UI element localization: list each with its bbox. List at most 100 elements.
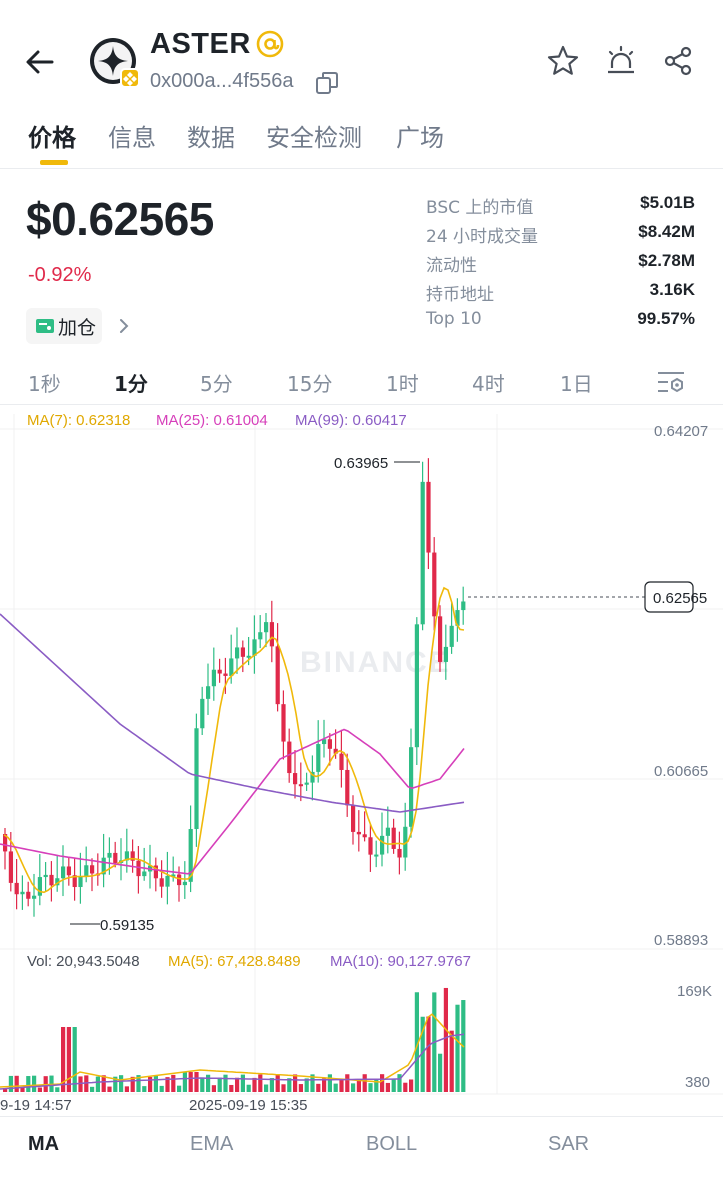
candle-body	[362, 834, 367, 838]
interval-15m[interactable]: 15分	[287, 372, 333, 396]
ma7-line	[3, 586, 465, 894]
stat-label-volume: 24 小时成交量	[426, 227, 539, 247]
candle-body	[8, 851, 13, 883]
volume-bar	[20, 1087, 25, 1092]
candle-body	[269, 622, 274, 647]
stat-label-liquidity: 流动性	[426, 256, 477, 276]
interval-1h[interactable]: 1时	[386, 372, 419, 396]
indicator-ema[interactable]: EMA	[190, 1133, 234, 1155]
current-price-label: 0.62565	[653, 590, 707, 607]
candle-body	[153, 865, 158, 879]
candle-body	[107, 852, 112, 858]
chart-settings-icon[interactable]	[656, 368, 686, 396]
candle-body	[61, 866, 66, 879]
candle-body	[391, 827, 396, 849]
volume-bar	[107, 1086, 112, 1092]
volume-bars	[3, 987, 466, 1092]
volume-bar	[148, 1076, 153, 1092]
candle-body	[420, 481, 425, 625]
candle-body	[380, 835, 385, 855]
candle-body	[124, 851, 129, 861]
legend-vol-ma10: MA(10): 90,127.9767	[330, 953, 471, 970]
candle-body	[136, 860, 141, 877]
star-icon[interactable]	[546, 44, 580, 78]
volume-bar	[304, 1078, 309, 1092]
add-position-label: 加仓	[58, 317, 97, 339]
volume-bar	[32, 1075, 37, 1092]
candle-body	[438, 616, 443, 662]
tab-info[interactable]: 信息	[108, 124, 156, 152]
volume-bar	[119, 1075, 124, 1092]
current-price: $0.62565	[26, 193, 214, 245]
stat-value-liquidity: $2.78M	[638, 251, 695, 270]
y-axis-label-mid: 0.60665	[654, 763, 708, 780]
candle-body	[229, 658, 234, 676]
volume-bar	[264, 1084, 269, 1092]
tab-security[interactable]: 安全检测	[266, 124, 362, 152]
candle-body	[339, 753, 344, 770]
legend-ma99: MA(99): 0.60417	[295, 412, 407, 429]
volume-bar	[165, 1077, 170, 1092]
tab-data[interactable]: 数据	[187, 124, 235, 152]
mention-icon[interactable]	[256, 30, 284, 58]
interval-4h[interactable]: 4时	[472, 372, 505, 396]
volume-bar	[200, 1077, 205, 1092]
volume-bar	[8, 1075, 13, 1092]
volume-bar	[322, 1078, 327, 1092]
candle-body	[55, 878, 60, 886]
candle-body	[200, 698, 205, 729]
candle-body	[368, 837, 373, 855]
interval-1m[interactable]: 1分	[114, 372, 148, 396]
indicator-ma[interactable]: MA	[28, 1133, 60, 1155]
volume-bar	[298, 1084, 303, 1092]
volume-bar	[159, 1085, 164, 1092]
candle-body	[235, 647, 240, 659]
volume-bar	[72, 1027, 77, 1092]
tab-price[interactable]: 价格	[28, 124, 76, 152]
add-position-button[interactable]: 加仓	[26, 308, 102, 344]
interval-1d[interactable]: 1日	[560, 372, 593, 396]
copy-icon[interactable]	[314, 70, 340, 96]
candle-body	[177, 874, 182, 886]
price-chart[interactable]: BINANCE 0.64207 0.60665 0.58893 0.62565 …	[0, 404, 723, 1114]
candle-body	[252, 639, 257, 656]
candle-body	[385, 827, 390, 836]
volume-bar	[362, 1074, 367, 1092]
volume-bar	[414, 992, 419, 1092]
contract-address: 0x000a...4f556a	[150, 70, 294, 92]
legend-volume: Vol: 20,943.5048	[27, 953, 140, 970]
candle-body	[281, 704, 286, 742]
chart-watermark: BINANCE	[300, 646, 451, 679]
volume-bar	[258, 1074, 263, 1092]
volume-bar	[455, 1004, 460, 1092]
y-axis-label-top: 0.64207	[654, 423, 708, 440]
interval-1s[interactable]: 1秒	[28, 372, 61, 396]
volume-bar	[281, 1084, 286, 1092]
interval-5m[interactable]: 5分	[200, 372, 233, 396]
volume-bar	[211, 1085, 216, 1092]
stat-value-top10: 99.57%	[637, 309, 695, 328]
candle-body	[322, 739, 327, 745]
chevron-right-icon[interactable]	[114, 312, 134, 340]
candle-body	[374, 854, 379, 857]
candle-body	[49, 874, 54, 886]
volume-bar	[177, 1085, 182, 1092]
share-icon[interactable]	[661, 44, 695, 78]
header: ASTER 0x000a...4f556a	[0, 0, 723, 110]
indicator-boll[interactable]: BOLL	[366, 1133, 418, 1155]
volume-bar	[142, 1086, 147, 1092]
legend-ma7: MA(7): 0.62318	[27, 412, 131, 429]
candle-body	[26, 891, 31, 899]
back-arrow-icon[interactable]	[22, 44, 58, 80]
tab-square[interactable]: 广场	[396, 124, 444, 152]
wallet-icon	[36, 319, 54, 333]
ma99-line	[0, 613, 465, 813]
volume-bar	[356, 1078, 361, 1092]
candle-body	[43, 874, 48, 878]
volume-bar	[188, 1072, 193, 1092]
alert-icon[interactable]	[604, 44, 638, 78]
volume-axis-bottom: 380	[685, 1074, 710, 1091]
candle-body	[298, 784, 303, 787]
indicator-sar[interactable]: SAR	[548, 1133, 590, 1155]
candle-body	[32, 895, 37, 899]
